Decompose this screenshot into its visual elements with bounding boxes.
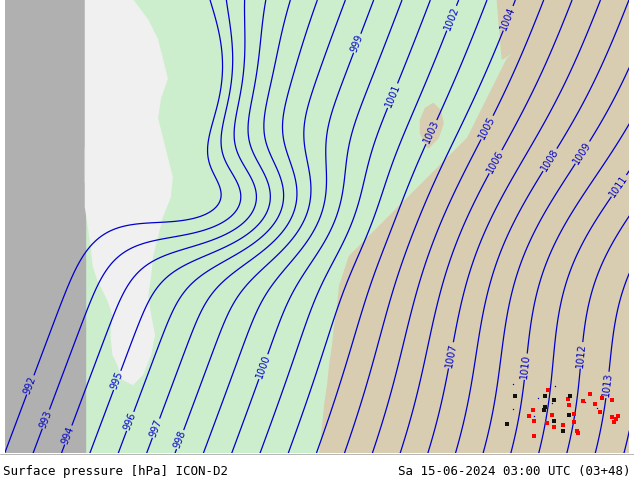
Point <box>607 395 617 403</box>
Point <box>508 405 518 413</box>
Polygon shape <box>497 0 576 59</box>
Point <box>543 386 553 394</box>
Point <box>528 406 538 414</box>
Polygon shape <box>420 103 443 148</box>
Text: 993: 993 <box>38 409 54 429</box>
Text: 1011: 1011 <box>608 173 630 199</box>
Text: 998: 998 <box>172 429 188 450</box>
Text: 1004: 1004 <box>499 5 517 31</box>
Text: 1007: 1007 <box>444 343 458 368</box>
Point <box>559 428 569 436</box>
Point <box>524 413 534 420</box>
Polygon shape <box>86 133 111 192</box>
Point <box>613 412 623 419</box>
Circle shape <box>93 84 103 94</box>
Point <box>569 411 579 418</box>
Circle shape <box>95 51 111 67</box>
Point <box>580 398 590 406</box>
Text: 1003: 1003 <box>422 119 441 146</box>
Point <box>510 392 521 399</box>
Point <box>548 417 559 425</box>
Point <box>547 411 557 419</box>
Point <box>564 401 574 409</box>
Point <box>609 417 619 425</box>
Point <box>549 423 559 431</box>
Point <box>557 421 567 429</box>
Point <box>590 400 600 408</box>
Point <box>529 417 539 425</box>
Point <box>565 392 575 400</box>
Point <box>533 394 543 402</box>
Text: 999: 999 <box>349 33 365 53</box>
Text: Surface pressure [hPa] ICON-D2: Surface pressure [hPa] ICON-D2 <box>3 466 228 478</box>
Text: 1005: 1005 <box>477 114 497 141</box>
Point <box>597 394 607 402</box>
Bar <box>4 0 86 453</box>
Point <box>508 381 519 389</box>
Point <box>542 418 552 426</box>
Text: 1013: 1013 <box>601 372 614 398</box>
Text: 996: 996 <box>122 411 138 432</box>
Polygon shape <box>320 0 630 453</box>
Point <box>563 395 573 403</box>
Point <box>502 420 512 428</box>
Point <box>611 415 621 423</box>
Point <box>592 404 602 412</box>
Text: Sa 15-06-2024 03:00 UTC (03+48): Sa 15-06-2024 03:00 UTC (03+48) <box>398 466 631 478</box>
Point <box>547 399 557 407</box>
Point <box>529 412 539 419</box>
Point <box>573 427 583 435</box>
Point <box>529 432 539 440</box>
Point <box>550 382 560 390</box>
Point <box>569 418 579 426</box>
Text: 992: 992 <box>22 374 38 395</box>
Text: 1001: 1001 <box>384 82 402 109</box>
Polygon shape <box>86 0 172 384</box>
Point <box>595 409 605 416</box>
Point <box>539 406 549 414</box>
Text: 995: 995 <box>109 370 125 391</box>
Text: 1002: 1002 <box>443 5 461 31</box>
Point <box>585 390 595 398</box>
Point <box>548 396 559 404</box>
Point <box>607 413 617 420</box>
Point <box>540 392 550 400</box>
Text: 1012: 1012 <box>575 343 588 368</box>
Text: 1006: 1006 <box>485 148 506 175</box>
Point <box>564 411 574 419</box>
Text: 1000: 1000 <box>254 353 272 380</box>
Circle shape <box>89 68 101 80</box>
Point <box>540 403 550 411</box>
Text: 1010: 1010 <box>519 354 532 379</box>
Point <box>578 397 588 405</box>
Text: 1008: 1008 <box>540 147 560 173</box>
Text: 1009: 1009 <box>572 140 593 166</box>
Text: 994: 994 <box>60 425 76 445</box>
Point <box>573 429 583 437</box>
Text: 997: 997 <box>148 418 164 439</box>
Circle shape <box>87 99 95 107</box>
